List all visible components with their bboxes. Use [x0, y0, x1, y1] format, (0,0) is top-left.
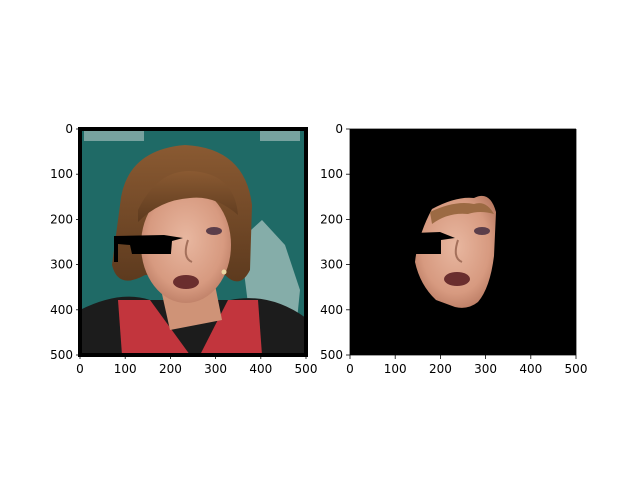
- right-x-ticks: 0 100 200 300 400 500: [346, 355, 587, 376]
- y-tick-label: 300: [50, 258, 73, 272]
- x-tick-label: 300: [204, 362, 227, 376]
- x-tick-label: 500: [565, 362, 588, 376]
- y-tick-label: 200: [50, 212, 73, 226]
- y-tick-label: 500: [320, 348, 343, 362]
- shirt: [118, 300, 190, 355]
- segmented-mouth: [444, 272, 470, 286]
- x-tick-label: 500: [295, 362, 318, 376]
- y-tick-label: 100: [320, 167, 343, 181]
- left-axes: [79, 128, 307, 356]
- x-tick-label: 400: [519, 362, 542, 376]
- x-tick-label: 300: [474, 362, 497, 376]
- x-tick-label: 400: [249, 362, 272, 376]
- right-image-panel: [350, 129, 576, 355]
- y-tick-label: 0: [335, 122, 343, 136]
- y-tick-label: 500: [50, 348, 73, 362]
- occlusion-mask-lower: [132, 244, 171, 254]
- earring: [221, 269, 227, 275]
- shirt-right: [200, 300, 262, 355]
- y-tick-label: 400: [50, 303, 73, 317]
- segmented-eye: [474, 227, 490, 235]
- left-x-ticks: 0 100 200 300 400 500: [76, 355, 317, 376]
- x-tick-label: 0: [346, 362, 354, 376]
- x-tick-label: 0: [76, 362, 84, 376]
- right-axes: [349, 128, 577, 356]
- left-image-panel: [80, 129, 306, 355]
- x-tick-label: 200: [159, 362, 182, 376]
- segmented-bangs: [430, 203, 494, 224]
- eye-right: [206, 227, 222, 235]
- backdrop-banner: [84, 131, 144, 141]
- y-tick-label: 300: [320, 258, 343, 272]
- y-tick-label: 400: [320, 303, 343, 317]
- segmented-occlusion: [414, 232, 455, 254]
- nose: [184, 239, 193, 263]
- right-y-ticks: 0 100 200 300 400 500: [320, 122, 350, 362]
- segmented-nose: [454, 239, 463, 263]
- y-tick-label: 200: [320, 212, 343, 226]
- bangs: [138, 171, 238, 222]
- x-tick-label: 200: [429, 362, 452, 376]
- x-tick-label: 100: [114, 362, 137, 376]
- y-tick-label: 0: [65, 122, 73, 136]
- backdrop-banner-2: [260, 131, 300, 141]
- mouth: [173, 275, 199, 289]
- x-tick-label: 100: [384, 362, 407, 376]
- y-tick-label: 100: [50, 167, 73, 181]
- left-y-ticks: 0 100 200 300 400 500: [50, 122, 80, 362]
